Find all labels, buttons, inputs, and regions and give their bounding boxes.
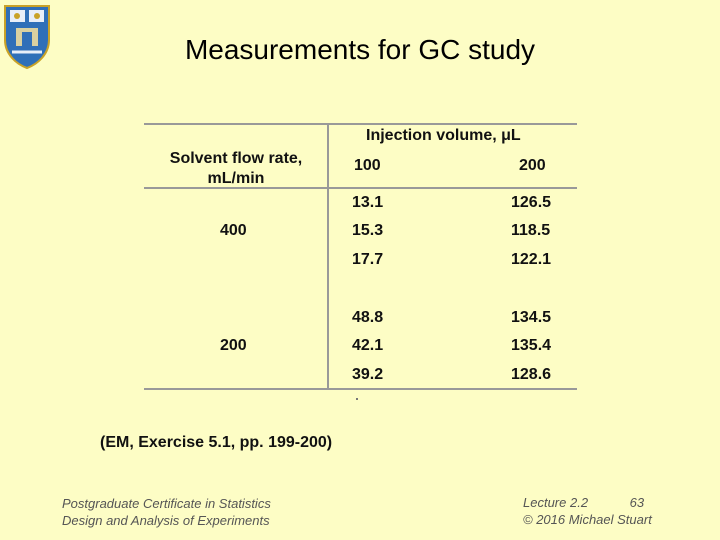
footer-course-line2: Design and Analysis of Experiments [62, 513, 270, 528]
flow-rate-label: 400 [220, 222, 247, 239]
table-cell: 134.5 [511, 309, 552, 326]
table-cell: 48.8 [352, 309, 384, 326]
table-cell: 42.1 [352, 337, 384, 354]
page-number: 63 [629, 495, 645, 510]
table-bottom-rule [144, 388, 577, 390]
footer-lecture: Lecture 2.2 63 © 2016 Michael Stuart [523, 494, 652, 528]
table-column-divider [327, 123, 329, 390]
footer-copyright: © 2016 Michael Stuart [523, 512, 652, 527]
stray-dot [356, 398, 358, 400]
column-header: Injection volume, μL [366, 127, 521, 144]
table-cell: 15.3 [352, 222, 384, 239]
footer-course-line1: Postgraduate Certificate in Statistics [62, 496, 271, 511]
table-cell: 118.5 [511, 222, 551, 239]
measurements-table: Solvent flow rate, mL/min Injection volu… [144, 123, 577, 390]
table-header-rule [144, 187, 577, 189]
table-cell: 126.5 [511, 194, 552, 211]
column-level-200: 200 [519, 157, 546, 174]
source-reference: (EM, Exercise 5.1, pp. 199-200) [100, 434, 333, 451]
flow-rate-label: 200 [220, 337, 247, 354]
slide-title: Measurements for GC study [184, 34, 536, 65]
table-cell: 135.4 [511, 337, 552, 354]
column-level-100: 100 [354, 157, 381, 174]
table-top-rule [144, 123, 577, 125]
row-header: Solvent flow rate, mL/min [169, 150, 303, 187]
table-cell: 122.1 [511, 251, 552, 268]
university-crest-logo [4, 5, 50, 70]
table-cell: 128.6 [511, 366, 552, 383]
table-cell: 17.7 [352, 251, 384, 268]
table-cell: 39.2 [352, 366, 384, 383]
table-cell: 13.1 [352, 194, 384, 211]
footer-lecture-label: Lecture 2.2 [523, 495, 589, 510]
footer-course: Postgraduate Certificate in Statistics D… [62, 495, 271, 529]
